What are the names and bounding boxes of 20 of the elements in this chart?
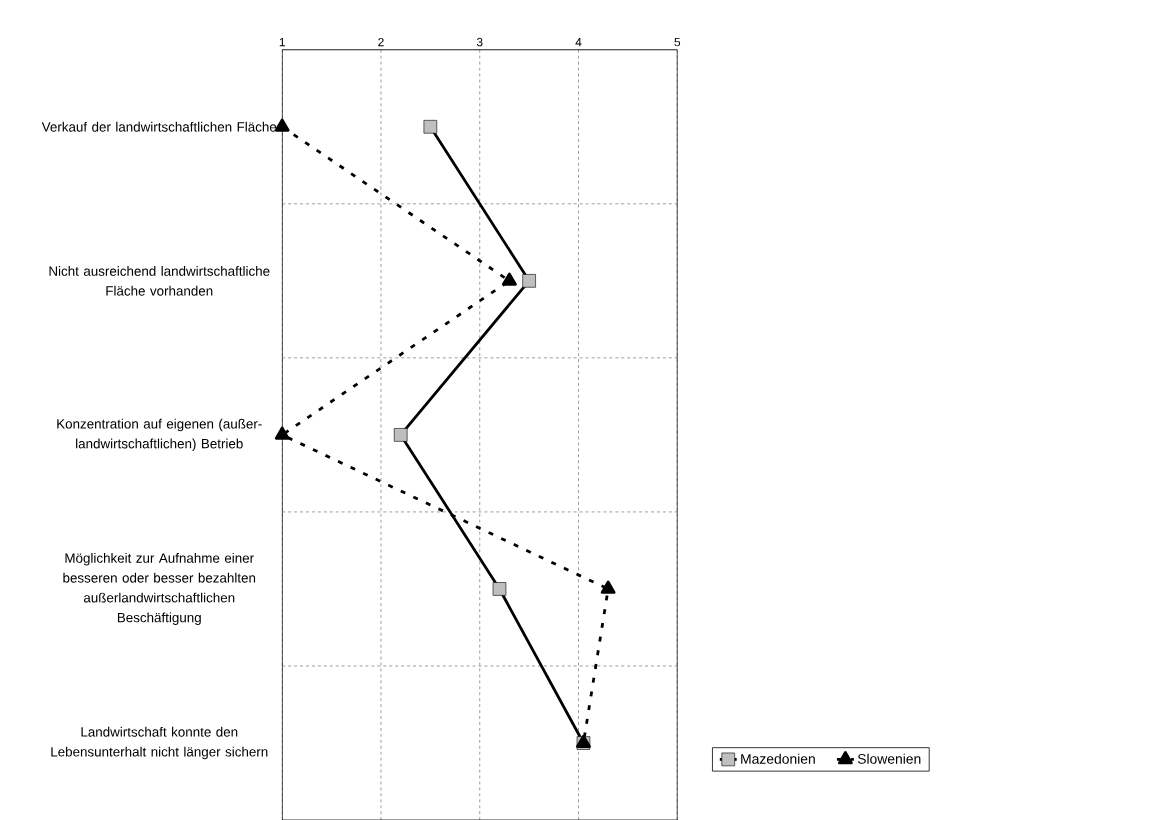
point bbox=[522, 274, 536, 288]
x-tick-label: 5 bbox=[674, 37, 681, 47]
legend-label: Slowenien bbox=[857, 753, 921, 764]
point bbox=[492, 582, 507, 596]
y-tick-label: Verkauf der landwirtschaftlichen Fläche bbox=[41, 121, 277, 132]
y-tick-label: Landwirtschaft konnte den Lebensunterhalt nicht länger sichern bbox=[51, 726, 268, 760]
point bbox=[600, 580, 616, 594]
y-tick-label: Nicht ausreichend landwirtschaftliche Fläche vorhanden bbox=[49, 265, 270, 296]
x-tick-label: 4 bbox=[575, 38, 582, 47]
point bbox=[393, 428, 408, 442]
y-tick-label: Möglichkeit zur Aufnahme einer besseren oder besser bezahlten außerlandwirtschaftlichen Beschäftigung bbox=[63, 552, 256, 625]
point bbox=[423, 120, 438, 134]
x-tick-label: 2 bbox=[378, 37, 384, 47]
x-tick-label: 1 bbox=[279, 38, 285, 47]
x-tick-label: 3 bbox=[476, 37, 483, 47]
point bbox=[274, 426, 290, 440]
point bbox=[274, 118, 290, 132]
y-tick-label: Konzentration auf eigenen (außer-landwirtschaftlichen) Betrieb bbox=[57, 418, 262, 452]
legend-label: Mazedonien bbox=[741, 753, 815, 764]
point bbox=[501, 272, 517, 286]
